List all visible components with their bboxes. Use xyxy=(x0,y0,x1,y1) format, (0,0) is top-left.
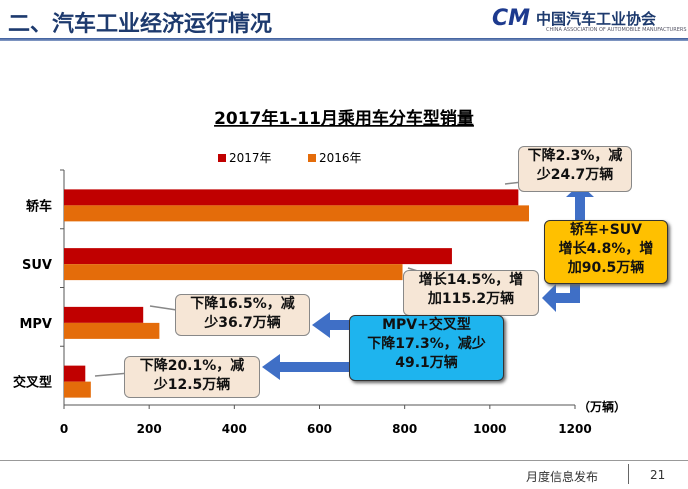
callout-sedan-suv: 轿车+SUV 增长4.8%，增 加90.5万辆 xyxy=(544,220,668,284)
page-number: 21 xyxy=(650,468,666,482)
x-tick-label: 1200 xyxy=(558,422,591,436)
logo-name: 中国汽车工业协会 xyxy=(536,10,657,28)
bar-2017 xyxy=(64,189,519,206)
bar-2016 xyxy=(64,322,160,339)
category-label: 轿车 xyxy=(26,198,52,214)
legend-swatch xyxy=(308,154,316,162)
legend-swatch xyxy=(218,154,226,162)
footer-label: 月度信息发布 xyxy=(526,470,599,484)
page-title: 二、汽车工业经济运行情况 xyxy=(8,12,273,37)
header-divider xyxy=(0,38,688,41)
x-tick-label: 400 xyxy=(222,422,247,436)
x-tick-label: 800 xyxy=(392,422,417,436)
legend-label: 2017年 xyxy=(229,151,272,165)
category-label: MPV xyxy=(19,317,52,332)
callout-sedan: 下降2.3%，减 少24.7万辆 xyxy=(518,146,632,192)
logo-mark: CM xyxy=(492,6,531,31)
category-label: SUV xyxy=(22,258,52,273)
bar-2016 xyxy=(64,381,91,398)
callout-mpv: 下降16.5%，减 少36.7万辆 xyxy=(175,294,310,336)
arrow-left-icon xyxy=(262,354,349,380)
x-tick-label: 0 xyxy=(60,422,68,436)
bar-2016 xyxy=(64,205,530,222)
bar-2017 xyxy=(64,306,144,323)
legend-label: 2016年 xyxy=(319,151,362,165)
callout-suv: 增长14.5%，增 加115.2万辆 xyxy=(403,270,539,316)
unit-label: （万辆） xyxy=(578,399,626,414)
x-tick-label: 600 xyxy=(307,422,332,436)
category-label: 交叉型 xyxy=(13,375,52,391)
chart-title: 2017年1-11月乘用车分车型销量 xyxy=(214,108,474,129)
callout-mpv-crossover: MPV+交叉型 下降17.3%，减少 49.1万辆 xyxy=(349,315,504,381)
bar-2016 xyxy=(64,264,403,281)
bar-2017 xyxy=(64,365,86,382)
arrow-left-icon xyxy=(312,312,349,338)
arrow-left-icon xyxy=(542,284,580,312)
x-tick-label: 1000 xyxy=(473,422,506,436)
footer-separator xyxy=(628,464,629,484)
bar-2017 xyxy=(64,248,452,265)
logo-en: CHINA ASSOCIATION OF AUTOMOBILE MANUFACT… xyxy=(546,27,687,33)
callout-crossover: 下降20.1%，减 少12.5万辆 xyxy=(124,356,260,398)
arrow-up-icon xyxy=(566,184,594,220)
x-tick-label: 200 xyxy=(137,422,162,436)
footer-divider xyxy=(0,460,688,461)
logo: CM 中国汽车工业协会 CHINA ASSOCIATION OF AUTOMOB… xyxy=(492,6,687,33)
